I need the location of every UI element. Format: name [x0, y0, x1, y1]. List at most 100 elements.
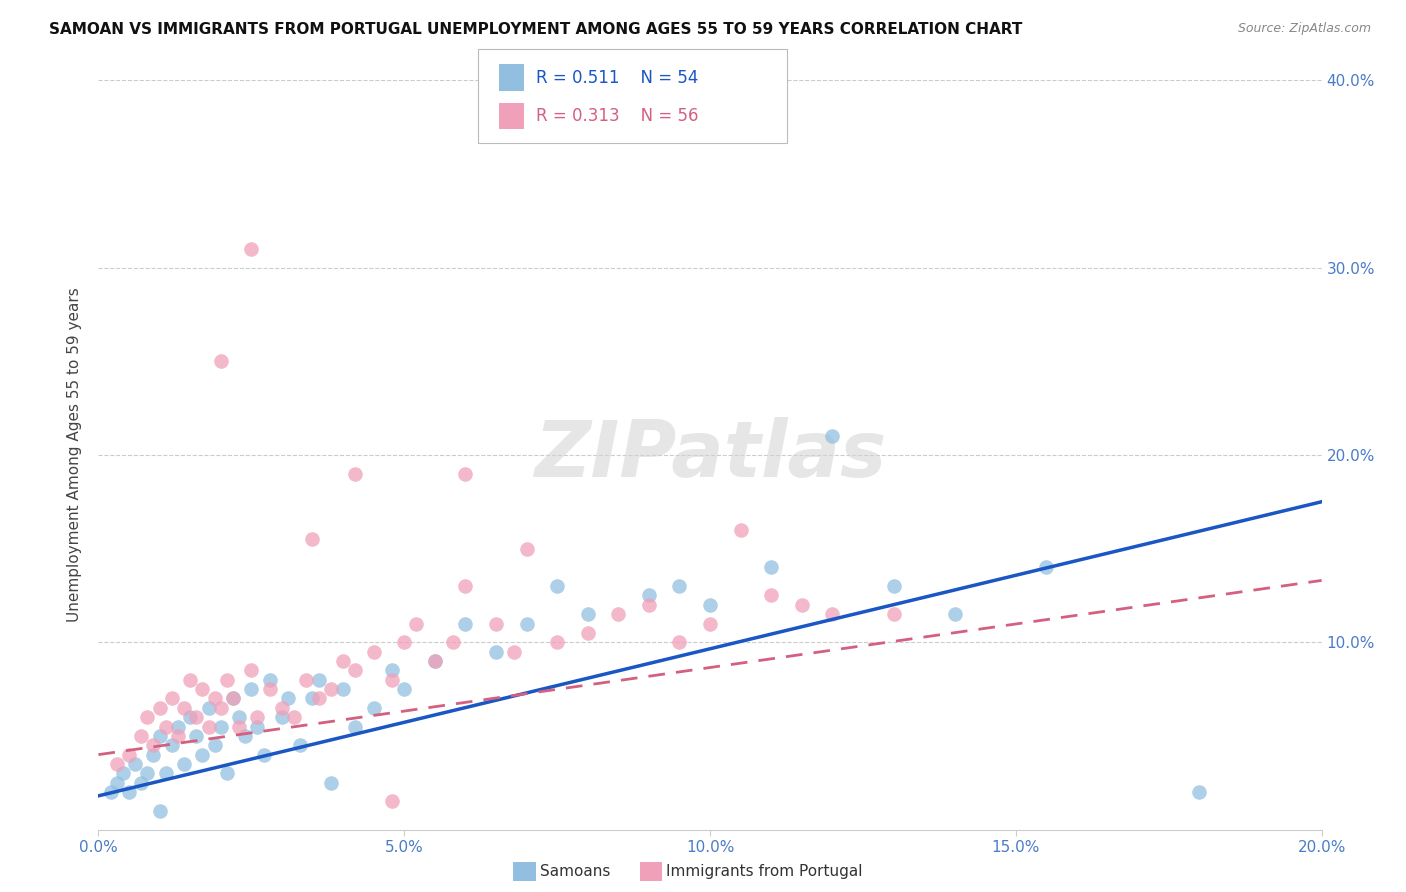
Point [308, 673, 330, 687]
Point [392, 635, 416, 649]
Point [167, 719, 190, 733]
Point [209, 701, 232, 715]
Point [699, 616, 721, 631]
Point [124, 756, 146, 771]
Text: Immigrants from Portugal: Immigrants from Portugal [666, 864, 863, 879]
Point [136, 766, 159, 780]
Point [105, 756, 128, 771]
Point [668, 635, 690, 649]
Point [308, 691, 330, 706]
Point [821, 607, 844, 621]
Y-axis label: Unemployment Among Ages 55 to 59 years: Unemployment Among Ages 55 to 59 years [67, 287, 83, 623]
Point [699, 598, 721, 612]
Point [516, 541, 538, 556]
Point [111, 766, 134, 780]
Point [344, 664, 367, 678]
Point [295, 673, 318, 687]
Point [363, 644, 385, 658]
Point [240, 682, 263, 697]
Text: ZIPatlas: ZIPatlas [534, 417, 886, 493]
Point [204, 691, 226, 706]
Point [173, 756, 195, 771]
Point [637, 598, 661, 612]
Point [301, 691, 323, 706]
Point [215, 673, 238, 687]
Point [392, 682, 416, 697]
Point [576, 607, 599, 621]
Point [759, 589, 782, 603]
Point [173, 701, 195, 715]
Point [332, 682, 354, 697]
Point [290, 739, 312, 753]
Point [405, 616, 427, 631]
Point [222, 691, 245, 706]
Point [759, 560, 782, 574]
Point [381, 664, 404, 678]
Point [160, 691, 183, 706]
Text: Samoans: Samoans [540, 864, 610, 879]
Point [209, 354, 232, 368]
Point [423, 654, 446, 668]
Point [149, 701, 172, 715]
Point [105, 776, 128, 790]
Point [576, 626, 599, 640]
Point [233, 729, 256, 743]
Point [197, 719, 219, 733]
Point [283, 710, 305, 724]
Point [381, 795, 404, 809]
Point [160, 739, 183, 753]
Point [142, 739, 165, 753]
Point [191, 682, 214, 697]
Point [454, 467, 477, 481]
Point [179, 673, 201, 687]
Point [485, 644, 508, 658]
Point [155, 719, 177, 733]
Point [118, 785, 141, 799]
Point [240, 242, 263, 256]
Point [197, 701, 219, 715]
Point [454, 579, 477, 593]
Point [668, 579, 690, 593]
Point [790, 598, 813, 612]
Point [301, 532, 323, 546]
Point [485, 616, 508, 631]
Point [228, 719, 250, 733]
Point [943, 607, 966, 621]
Point [222, 691, 245, 706]
Point [546, 579, 568, 593]
Point [441, 635, 464, 649]
Point [637, 589, 661, 603]
Point [118, 747, 141, 762]
Point [270, 701, 292, 715]
Point [129, 776, 152, 790]
Point [149, 729, 172, 743]
Point [344, 467, 367, 481]
Point [516, 616, 538, 631]
Point [259, 682, 281, 697]
Point [319, 776, 342, 790]
Point [1035, 560, 1057, 574]
Point [252, 747, 274, 762]
Text: SAMOAN VS IMMIGRANTS FROM PORTUGAL UNEMPLOYMENT AMONG AGES 55 TO 59 YEARS CORREL: SAMOAN VS IMMIGRANTS FROM PORTUGAL UNEMP… [49, 22, 1022, 37]
Text: R = 0.511    N = 54: R = 0.511 N = 54 [536, 69, 697, 87]
Point [454, 616, 477, 631]
Point [1188, 785, 1211, 799]
Point [319, 682, 342, 697]
Point [730, 523, 752, 537]
Point [883, 579, 905, 593]
Text: R = 0.313    N = 56: R = 0.313 N = 56 [536, 107, 699, 125]
Point [423, 654, 446, 668]
Point [259, 673, 281, 687]
Point [149, 804, 172, 818]
Point [363, 701, 385, 715]
Point [607, 607, 630, 621]
Point [215, 766, 238, 780]
Point [883, 607, 905, 621]
Text: Source: ZipAtlas.com: Source: ZipAtlas.com [1237, 22, 1371, 36]
Point [546, 635, 568, 649]
Point [186, 729, 208, 743]
Point [142, 747, 165, 762]
Point [240, 664, 263, 678]
Point [344, 719, 367, 733]
Point [228, 710, 250, 724]
